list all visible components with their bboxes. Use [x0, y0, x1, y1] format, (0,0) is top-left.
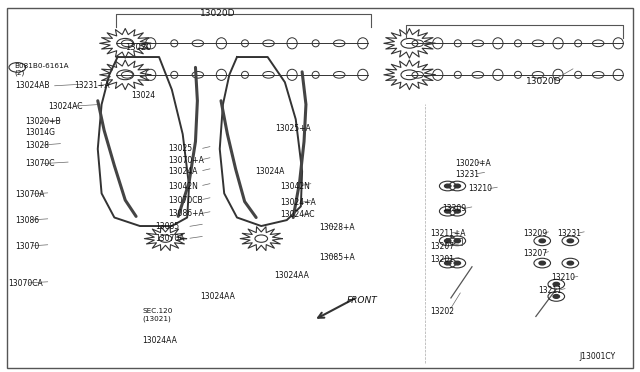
Text: 13024AA: 13024AA — [143, 336, 177, 346]
Text: FRONT: FRONT — [347, 296, 378, 305]
Text: 13025+A: 13025+A — [275, 124, 311, 133]
Circle shape — [567, 261, 573, 265]
Text: 13086+A: 13086+A — [168, 209, 204, 218]
Text: 13028: 13028 — [25, 141, 49, 150]
Text: 13201: 13201 — [430, 255, 454, 264]
Text: 13042N: 13042N — [168, 182, 198, 190]
Text: 13024AA: 13024AA — [274, 271, 309, 280]
Text: 13020+A: 13020+A — [456, 158, 491, 167]
Circle shape — [454, 239, 461, 243]
Text: J13001CY: J13001CY — [579, 352, 615, 361]
Circle shape — [454, 209, 461, 213]
Text: 13020D: 13020D — [525, 77, 561, 86]
Circle shape — [445, 239, 451, 243]
Circle shape — [567, 239, 573, 243]
Text: 13211+A: 13211+A — [430, 229, 465, 238]
Text: 13024AC: 13024AC — [280, 211, 315, 219]
Circle shape — [454, 184, 461, 188]
Text: 13024A: 13024A — [255, 167, 284, 176]
Text: 13024: 13024 — [132, 91, 156, 100]
Circle shape — [539, 261, 545, 265]
Text: 13070: 13070 — [15, 241, 39, 250]
Text: 13231+A: 13231+A — [74, 81, 109, 90]
Text: 13020+B: 13020+B — [25, 117, 61, 126]
Text: 13086: 13086 — [15, 216, 39, 225]
Text: 13202: 13202 — [430, 307, 454, 316]
Text: 13209: 13209 — [443, 205, 467, 214]
Text: 13070C: 13070C — [25, 159, 54, 168]
Text: 13231: 13231 — [557, 229, 582, 238]
Circle shape — [445, 261, 451, 265]
Text: 13020: 13020 — [125, 42, 152, 51]
Text: 13211: 13211 — [538, 286, 563, 295]
Text: 13070A: 13070A — [15, 190, 44, 199]
Text: 13210: 13210 — [468, 185, 492, 193]
Text: 13070CB: 13070CB — [168, 196, 203, 205]
Text: 13210: 13210 — [551, 273, 575, 282]
Text: 13231: 13231 — [456, 170, 479, 179]
Text: 13209: 13209 — [523, 229, 547, 238]
Text: 13070A: 13070A — [156, 234, 185, 243]
Text: 13025: 13025 — [168, 144, 192, 153]
Text: 13028+A: 13028+A — [319, 223, 355, 232]
Circle shape — [539, 239, 545, 243]
Text: 13024AB: 13024AB — [15, 81, 49, 90]
Text: 13014G: 13014G — [25, 128, 55, 137]
Text: 13020D: 13020D — [200, 9, 236, 18]
Text: 13085: 13085 — [156, 222, 179, 231]
Text: 13207: 13207 — [430, 241, 454, 250]
Text: 13207: 13207 — [523, 249, 547, 258]
Circle shape — [445, 184, 451, 188]
Text: B081B0-6161A
(2): B081B0-6161A (2) — [15, 62, 69, 76]
Circle shape — [553, 295, 559, 298]
Text: 13024A: 13024A — [168, 167, 197, 176]
Text: 13070CA: 13070CA — [8, 279, 43, 288]
Circle shape — [454, 261, 461, 265]
Text: 13042N: 13042N — [280, 182, 310, 190]
Circle shape — [445, 209, 451, 213]
Text: 13085+A: 13085+A — [319, 253, 355, 262]
Circle shape — [553, 282, 559, 286]
Text: 13070+A: 13070+A — [168, 155, 204, 164]
Text: 13024AA: 13024AA — [200, 292, 235, 301]
FancyBboxPatch shape — [7, 8, 633, 368]
Text: 13024AC: 13024AC — [49, 102, 83, 111]
Text: SEC.120
(13021): SEC.120 (13021) — [143, 308, 173, 322]
Text: 13024+A: 13024+A — [280, 198, 316, 207]
